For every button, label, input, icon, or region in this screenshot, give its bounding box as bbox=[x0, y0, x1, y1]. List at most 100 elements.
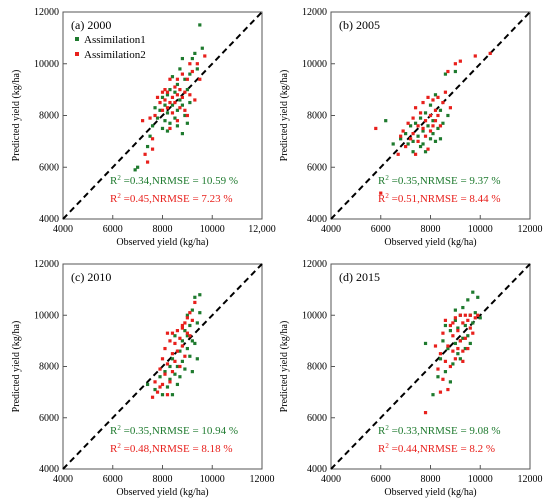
point-assimilation2 bbox=[453, 357, 457, 361]
point-assimilation1 bbox=[428, 137, 433, 141]
x-tick-label: 10000 bbox=[200, 224, 225, 235]
point-assimilation2 bbox=[160, 90, 165, 94]
point-assimilation2 bbox=[160, 382, 165, 387]
axis-ticks bbox=[330, 263, 531, 470]
point-assimilation2 bbox=[143, 152, 147, 156]
point-assimilation2 bbox=[173, 359, 177, 363]
r2-value: 0.51 bbox=[398, 193, 417, 205]
point-assimilation1 bbox=[190, 56, 194, 61]
point-assimilation2 bbox=[396, 152, 400, 156]
point-assimilation2 bbox=[153, 380, 157, 384]
stats-assimilation2: R2 =0.51,NRMSE = 8.44 % bbox=[378, 192, 501, 205]
point-assimilation1 bbox=[173, 90, 177, 94]
stats-assimilation2: R2 =0.48,NRMSE = 8.18 % bbox=[110, 442, 233, 455]
point-assimilation2 bbox=[461, 359, 465, 363]
point-assimilation2 bbox=[466, 318, 470, 322]
point-assimilation1 bbox=[448, 329, 452, 333]
point-assimilation2 bbox=[426, 147, 430, 151]
point-assimilation1 bbox=[170, 103, 175, 107]
point-assimilation1 bbox=[413, 121, 418, 125]
point-assimilation1 bbox=[163, 103, 167, 107]
point-assimilation1 bbox=[148, 134, 152, 138]
point-assimilation1 bbox=[165, 93, 170, 97]
y-tick-label: 12000 bbox=[34, 259, 59, 270]
point-assimilation1 bbox=[153, 106, 157, 110]
x-tick-label: 4000 bbox=[53, 474, 73, 485]
point-assimilation1 bbox=[453, 69, 457, 74]
point-assimilation1 bbox=[150, 124, 155, 128]
point-assimilation1 bbox=[183, 113, 187, 118]
point-assimilation1 bbox=[200, 46, 204, 50]
y-tick-label: 10000 bbox=[302, 59, 327, 70]
point-assimilation1 bbox=[168, 377, 172, 381]
point-assimilation1 bbox=[185, 88, 189, 92]
point-assimilation2 bbox=[180, 72, 184, 76]
point-assimilation1 bbox=[160, 126, 165, 131]
point-assimilation2 bbox=[456, 346, 460, 351]
point-assimilation2 bbox=[160, 108, 165, 112]
point-assimilation1 bbox=[173, 116, 177, 120]
point-assimilation2 bbox=[413, 106, 418, 110]
point-assimilation2 bbox=[411, 116, 415, 120]
point-assimilation2 bbox=[468, 313, 472, 317]
point-assimilation1 bbox=[183, 329, 187, 333]
point-assimilation1 bbox=[463, 323, 467, 328]
y-tick-label: 6000 bbox=[307, 162, 327, 173]
y-tick-label: 6000 bbox=[307, 413, 327, 424]
nrmse-value: 9.08 % bbox=[469, 425, 500, 437]
point-assimilation1 bbox=[180, 132, 184, 136]
point-assimilation1 bbox=[443, 323, 448, 328]
point-assimilation1 bbox=[418, 116, 423, 120]
point-assimilation1 bbox=[433, 93, 438, 97]
point-assimilation2 bbox=[411, 132, 415, 136]
point-assimilation1 bbox=[418, 144, 423, 149]
y-tick-label: 4000 bbox=[307, 464, 327, 475]
point-assimilation1 bbox=[170, 357, 175, 361]
x-axis-label: Observed yield (kg/ha) bbox=[384, 487, 476, 498]
point-assimilation2 bbox=[428, 113, 433, 118]
point-assimilation2 bbox=[423, 411, 428, 415]
point-assimilation2 bbox=[453, 62, 457, 66]
point-assimilation1 bbox=[165, 385, 170, 389]
y-axis-label: Predicted yield (kg/ha) bbox=[279, 321, 290, 413]
x-tick-label: 4000 bbox=[321, 474, 341, 485]
point-assimilation1 bbox=[158, 108, 162, 112]
point-assimilation2 bbox=[416, 139, 420, 143]
point-assimilation2 bbox=[451, 321, 455, 325]
point-assimilation2 bbox=[178, 364, 182, 369]
y-tick-label: 4000 bbox=[39, 464, 59, 475]
point-assimilation2 bbox=[178, 336, 182, 340]
point-assimilation2 bbox=[190, 69, 194, 74]
point-assimilation1 bbox=[443, 72, 448, 76]
point-assimilation2 bbox=[418, 111, 423, 115]
point-assimilation2 bbox=[180, 344, 184, 348]
point-assimilation1 bbox=[466, 298, 470, 302]
point-assimilation1 bbox=[185, 121, 189, 125]
point-assimilation2 bbox=[436, 367, 440, 371]
point-assimilation1 bbox=[404, 132, 408, 136]
point-assimilation1 bbox=[423, 341, 428, 346]
point-assimilation2 bbox=[173, 85, 177, 89]
point-assimilation2 bbox=[158, 367, 162, 371]
point-assimilation1 bbox=[175, 124, 180, 128]
point-assimilation1 bbox=[155, 116, 160, 120]
point-assimilation2 bbox=[178, 88, 182, 92]
x-tick-label: 12000 bbox=[518, 474, 543, 485]
point-assimilation2 bbox=[413, 152, 418, 156]
r2-value: 0.35 bbox=[130, 425, 150, 437]
point-assimilation1 bbox=[441, 121, 445, 125]
panel-a: 4000 6000 8000 10000 12,000 4000 6000 80… bbox=[11, 7, 276, 248]
point-assimilation2 bbox=[446, 387, 450, 392]
point-assimilation2 bbox=[423, 119, 428, 123]
y-axis-label: Predicted yield (kg/ha) bbox=[11, 321, 22, 413]
point-assimilation2 bbox=[473, 54, 477, 58]
point-assimilation1 bbox=[399, 137, 403, 141]
nrmse-value: 8.44 % bbox=[469, 193, 500, 205]
stats-assimilation1: R2 =0.35,NRMSE = 9.37 % bbox=[378, 174, 501, 187]
point-assimilation2 bbox=[379, 191, 383, 195]
y-tick-label: 8000 bbox=[39, 362, 59, 373]
x-tick-label: 12000 bbox=[250, 474, 275, 485]
x-tick-label: 6000 bbox=[371, 224, 391, 235]
point-assimilation1 bbox=[411, 139, 415, 143]
